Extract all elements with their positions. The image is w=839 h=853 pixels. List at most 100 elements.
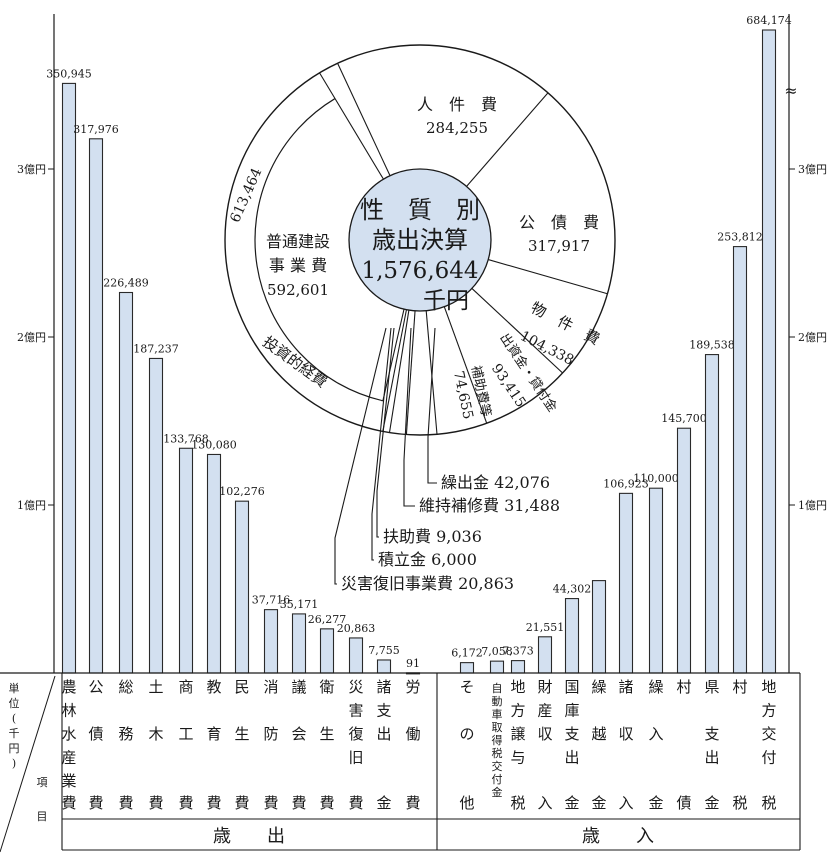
- expenditure-bar-value-8: 35,171: [280, 598, 319, 611]
- expenditure-category-label-0: 費: [61, 794, 76, 812]
- revenue-bar-7: [648, 487, 664, 674]
- expenditure-category-label-11: 諸: [376, 678, 391, 696]
- revenue-bar-5: [591, 580, 607, 674]
- revenue-category-label-4: 庫: [564, 702, 579, 720]
- expenditure-bar-value-11: 7,755: [368, 644, 400, 657]
- revenue-category-label-1: 税: [492, 746, 503, 760]
- expenditure-category-label-5: 育: [206, 725, 221, 743]
- revenue-bar-value-9: 189,538: [689, 339, 735, 352]
- expenditure-category-label-12: 費: [405, 794, 420, 812]
- expenditure-category-label-5: 教: [206, 678, 221, 696]
- left-tick-label: 3億円: [17, 163, 46, 176]
- revenue-category-label-11: 方: [761, 702, 776, 720]
- expenditure-category-label-10: 旧: [348, 749, 363, 767]
- donut-segment-divider: [382, 309, 405, 401]
- revenue-bar-4: [564, 598, 580, 674]
- expenditure-bar-value-3: 187,237: [133, 342, 179, 355]
- table-corner-diagonal: [0, 675, 56, 853]
- expenditure-category-label-11: 金: [376, 794, 391, 812]
- revenue-category-label-11: 税: [761, 794, 776, 812]
- donut-title-line-2: 歳出決算: [372, 226, 468, 254]
- expenditure-category-label-10: 害: [348, 702, 363, 720]
- revenue-category-label-2: 与: [510, 749, 525, 767]
- revenue-group-label: 歳 入: [582, 826, 654, 847]
- segment-value-construction: 592,601: [267, 281, 329, 299]
- left-tick-label: 2億円: [17, 331, 46, 344]
- unit-label-char: 位: [9, 696, 20, 710]
- expenditure-category-label-11: 出: [376, 725, 391, 743]
- revenue-bar-value-1: 7,058: [481, 645, 513, 658]
- revenue-bar-value-11: 684,174: [746, 14, 792, 27]
- callout-label-3: 積立金 6,000: [378, 550, 477, 569]
- item-label-char: 目: [37, 810, 48, 823]
- revenue-category-label-7: 金: [648, 794, 663, 812]
- revenue-category-label-11: 地: [761, 678, 776, 696]
- donut-segment-divider: [466, 92, 549, 187]
- expenditure-bar-value-1: 317,976: [73, 123, 119, 136]
- revenue-bar-value-0: 6,172: [451, 647, 483, 660]
- revenue-category-label-4: 国: [564, 678, 579, 696]
- revenue-category-label-9: 県: [704, 678, 719, 696]
- segment-label-construction-1: 普通建設: [266, 232, 330, 251]
- category-table: 単位(千円)項目農林水産業費公債費総務費土木費商工費教育費民生費消防費議会費衛生…: [0, 672, 801, 853]
- revenue-category-label-9: 支: [704, 725, 719, 743]
- revenue-category-label-9: 金: [704, 794, 719, 812]
- expenditure-category-label-6: 民: [234, 678, 249, 696]
- expenditure-category-label-5: 費: [206, 794, 221, 812]
- revenue-category-label-1: 取: [492, 721, 503, 734]
- expenditure-category-label-9: 衛: [319, 678, 334, 696]
- unit-label-char: ): [12, 757, 16, 770]
- expenditure-category-label-12: 働: [405, 725, 420, 743]
- revenue-category-label-0: の: [459, 725, 474, 743]
- revenue-category-label-0: そ: [459, 678, 474, 696]
- segment-label-debt: 公 債 費: [519, 213, 599, 232]
- expenditure-category-label-6: 生: [234, 725, 249, 743]
- revenue-category-label-6: 収: [618, 725, 633, 743]
- expenditure-category-label-2: 費: [118, 794, 133, 812]
- expenditure-bar-2: [118, 291, 134, 674]
- revenue-category-label-4: 金: [564, 794, 579, 812]
- expenditure-category-label-7: 防: [263, 725, 278, 743]
- expenditure-bar-11: [376, 659, 392, 674]
- revenue-category-label-3: 産: [537, 702, 552, 720]
- revenue-category-label-5: 繰: [591, 678, 606, 696]
- revenue-bar-3: [537, 636, 553, 674]
- expenditure-bar-value-7: 37,716: [252, 594, 291, 607]
- revenue-category-label-2: 税: [510, 794, 525, 812]
- unit-label-char: 円: [9, 742, 20, 755]
- revenue-category-label-1: 交: [492, 759, 503, 773]
- expenditure-category-label-10: 復: [348, 725, 363, 743]
- donut-total: 1,576,644: [361, 258, 478, 284]
- revenue-category-label-5: 越: [591, 725, 606, 743]
- donut-segment-divider: [337, 63, 391, 176]
- expenditure-category-label-4: 工: [178, 725, 193, 743]
- expenditure-category-label-0: 業: [61, 772, 76, 790]
- expenditure-category-label-10: 費: [348, 794, 363, 812]
- callout-leader-4: [334, 327, 387, 585]
- donut-segment-divider: [471, 288, 563, 374]
- expenditure-bar-value-12: 91: [406, 657, 420, 670]
- expenditure-category-label-1: 費: [88, 794, 103, 812]
- callout-leader-2: [376, 327, 395, 538]
- expenditure-category-label-2: 務: [118, 725, 133, 743]
- revenue-bar-8: [676, 427, 692, 674]
- expenditure-category-label-8: 費: [291, 794, 306, 812]
- donut-title-line-1: 性 質 別: [360, 196, 480, 224]
- segment-label-construction-2: 事 業 費: [269, 256, 327, 275]
- expenditure-category-label-3: 土: [148, 678, 163, 696]
- revenue-category-label-5: 金: [591, 794, 606, 812]
- revenue-bar-value-2: 7,373: [502, 645, 534, 658]
- revenue-category-label-7: 繰: [648, 678, 663, 696]
- revenue-bar-6: [618, 492, 634, 674]
- expenditure-bar-value-5: 130,080: [191, 438, 237, 451]
- revenue-category-label-0: 他: [459, 794, 474, 812]
- callout-label-4: 災害復旧事業費 20,863: [341, 574, 514, 593]
- revenue-category-label-1: 得: [492, 734, 503, 747]
- expenditure-category-label-0: 林: [61, 702, 76, 720]
- expenditure-bar-1: [88, 138, 104, 674]
- revenue-category-label-11: 付: [761, 749, 776, 767]
- donut-segment-divider: [443, 306, 488, 424]
- expenditure-category-label-11: 支: [376, 702, 391, 720]
- donut-segment-divider: [319, 72, 384, 180]
